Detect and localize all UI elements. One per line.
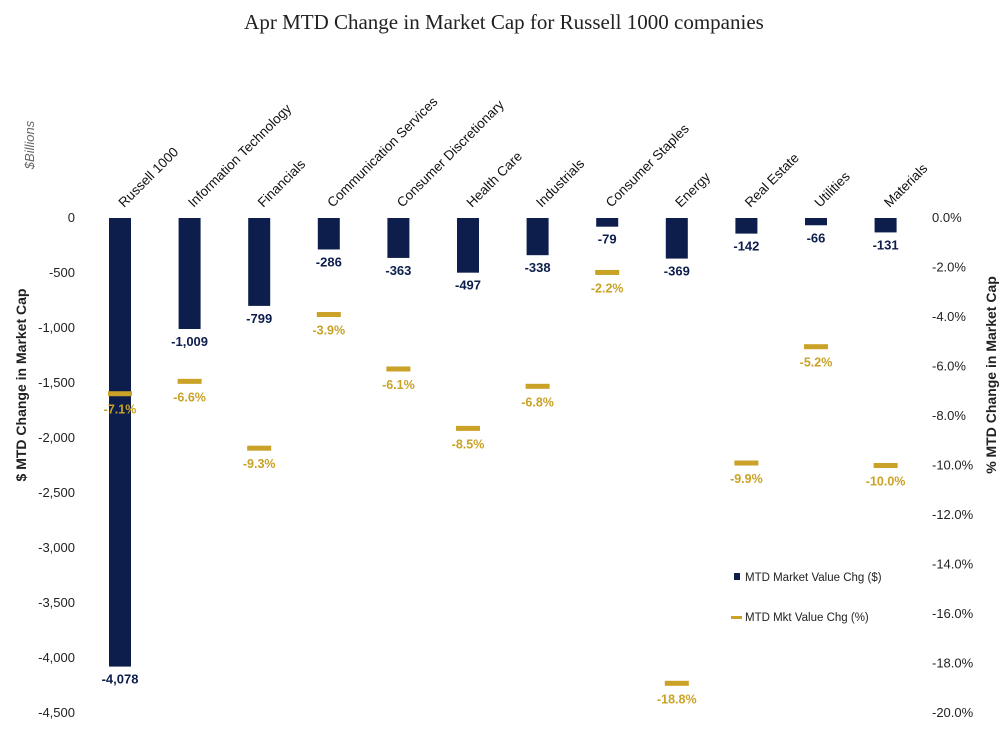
legend-label-bar: MTD Market Value Chg ($) — [745, 572, 882, 584]
bar-value-label: -79 — [598, 232, 617, 247]
y-tick-label: -500 — [49, 265, 75, 280]
bar-value-label: -131 — [873, 237, 899, 252]
percent-marker — [316, 312, 341, 318]
y2-tick-label: -8.0% — [932, 408, 966, 423]
percent-value-label: -6.1% — [382, 378, 415, 392]
bar-value-label: -1,009 — [171, 334, 208, 349]
category-labels: Russell 1000 Information TechnologyFinanc… — [116, 94, 931, 210]
percent-value-label: -18.8% — [657, 692, 697, 706]
legend-swatch-bar — [734, 573, 740, 580]
legend: MTD Market Value Chg ($) MTD Mkt Value C… — [731, 572, 882, 624]
bar — [874, 218, 897, 233]
bar — [665, 218, 688, 259]
category-label: Russell 1000 — [116, 144, 182, 210]
bar-series: -4,078 -1,009 -799 -286 -363 -497 -338 -79 -369 -… — [102, 218, 899, 687]
percent-value-label: -6.8% — [521, 395, 554, 409]
y-tick-label: -3,500 — [38, 595, 75, 610]
bar-value-label: -286 — [316, 254, 342, 269]
percent-marker — [177, 378, 202, 384]
y-tick-label: -1,500 — [38, 375, 75, 390]
percent-value-label: -7.1% — [104, 403, 137, 417]
category-label: Utilities — [812, 169, 854, 211]
y2-tick-label: -4.0% — [932, 309, 966, 324]
bar-value-label: -338 — [525, 260, 551, 275]
category-label: Communication Services — [324, 94, 440, 210]
percent-marker — [386, 366, 411, 372]
bar — [317, 218, 340, 250]
y-tick-label: -2,500 — [38, 485, 75, 500]
y2-tick-label: -6.0% — [932, 359, 966, 374]
y-tick-label: -2,000 — [38, 430, 75, 445]
bar-value-label: -363 — [385, 263, 411, 278]
bar-value-label: -369 — [664, 264, 690, 279]
y-tick-label: -3,000 — [38, 540, 75, 555]
bar-value-label: -497 — [455, 278, 481, 293]
y2-tick-label: -20.0% — [932, 705, 974, 720]
percent-marker — [873, 463, 898, 468]
y-axis-title: $ MTD Change in Market Cap — [13, 289, 29, 482]
bar — [248, 218, 271, 306]
percent-marker — [525, 383, 550, 389]
bar — [526, 218, 549, 256]
percent-marker — [595, 269, 620, 275]
percent-value-label: -2.2% — [591, 281, 624, 295]
percent-marker — [456, 425, 480, 431]
percent-series: -7.1% -6.6% -9.3% -3.9% -6.1% -8.5% -6.8% -2.2%… — [104, 269, 906, 706]
category-label: Energy — [672, 169, 713, 210]
y2-tick-label: -2.0% — [932, 260, 966, 275]
bar — [805, 218, 827, 226]
legend-swatch-percent — [731, 616, 742, 619]
category-label: Health Care — [464, 149, 526, 211]
percent-marker — [247, 445, 272, 451]
bar — [178, 218, 201, 329]
percent-value-label: -5.2% — [800, 356, 833, 370]
bar-value-label: -66 — [807, 230, 826, 245]
y-tick-label: -4,000 — [38, 650, 75, 665]
bar — [735, 218, 758, 234]
y2-tick-label: -14.0% — [932, 557, 974, 572]
bar-value-label: -4,078 — [102, 672, 139, 687]
y-tick-label: 0 — [68, 210, 75, 225]
bar — [109, 218, 131, 667]
category-label: Financials — [255, 156, 309, 210]
percent-marker — [108, 391, 132, 397]
percent-value-label: -9.3% — [243, 457, 276, 471]
y2-tick-label: -12.0% — [932, 507, 974, 522]
bar-value-label: -799 — [246, 311, 272, 326]
percent-value-label: -6.6% — [173, 390, 206, 404]
percent-value-label: -10.0% — [866, 475, 906, 489]
category-label: Materials — [881, 161, 931, 211]
unit-label: $Billions — [22, 120, 37, 170]
percent-marker — [664, 680, 689, 686]
legend-label-percent: MTD Mkt Value Chg (%) — [745, 612, 869, 624]
y2-tick-label: 0.0% — [932, 210, 962, 225]
bar — [457, 218, 479, 273]
y-axis-ticks: 0 -500 -1,000 -1,500 -2,000 -2,500 -3,000 -3,50… — [38, 210, 75, 720]
category-label: Real Estate — [742, 150, 802, 210]
y2-axis-title: % MTD Change in Market Cap — [983, 276, 999, 474]
bar — [387, 218, 410, 258]
y-tick-label: -4,500 — [38, 705, 75, 720]
y2-tick-label: -18.0% — [932, 656, 974, 671]
percent-marker — [734, 460, 759, 466]
bar-value-label: -142 — [733, 239, 759, 254]
chart-title: Apr MTD Change in Market Cap for Russell… — [244, 10, 764, 34]
y2-tick-label: -10.0% — [932, 458, 974, 473]
percent-value-label: -3.9% — [312, 324, 345, 338]
category-label: Industrials — [533, 156, 587, 210]
percent-value-label: -8.5% — [452, 437, 485, 451]
percent-value-label: -9.9% — [730, 472, 763, 486]
y-tick-label: -1,000 — [38, 320, 75, 335]
bar — [596, 218, 619, 227]
percent-marker — [804, 344, 828, 350]
y2-axis-ticks: 0.0% -2.0% -4.0% -6.0% -8.0% -10.0% -12.0% -14.… — [932, 210, 974, 720]
y2-tick-label: -16.0% — [932, 606, 974, 621]
